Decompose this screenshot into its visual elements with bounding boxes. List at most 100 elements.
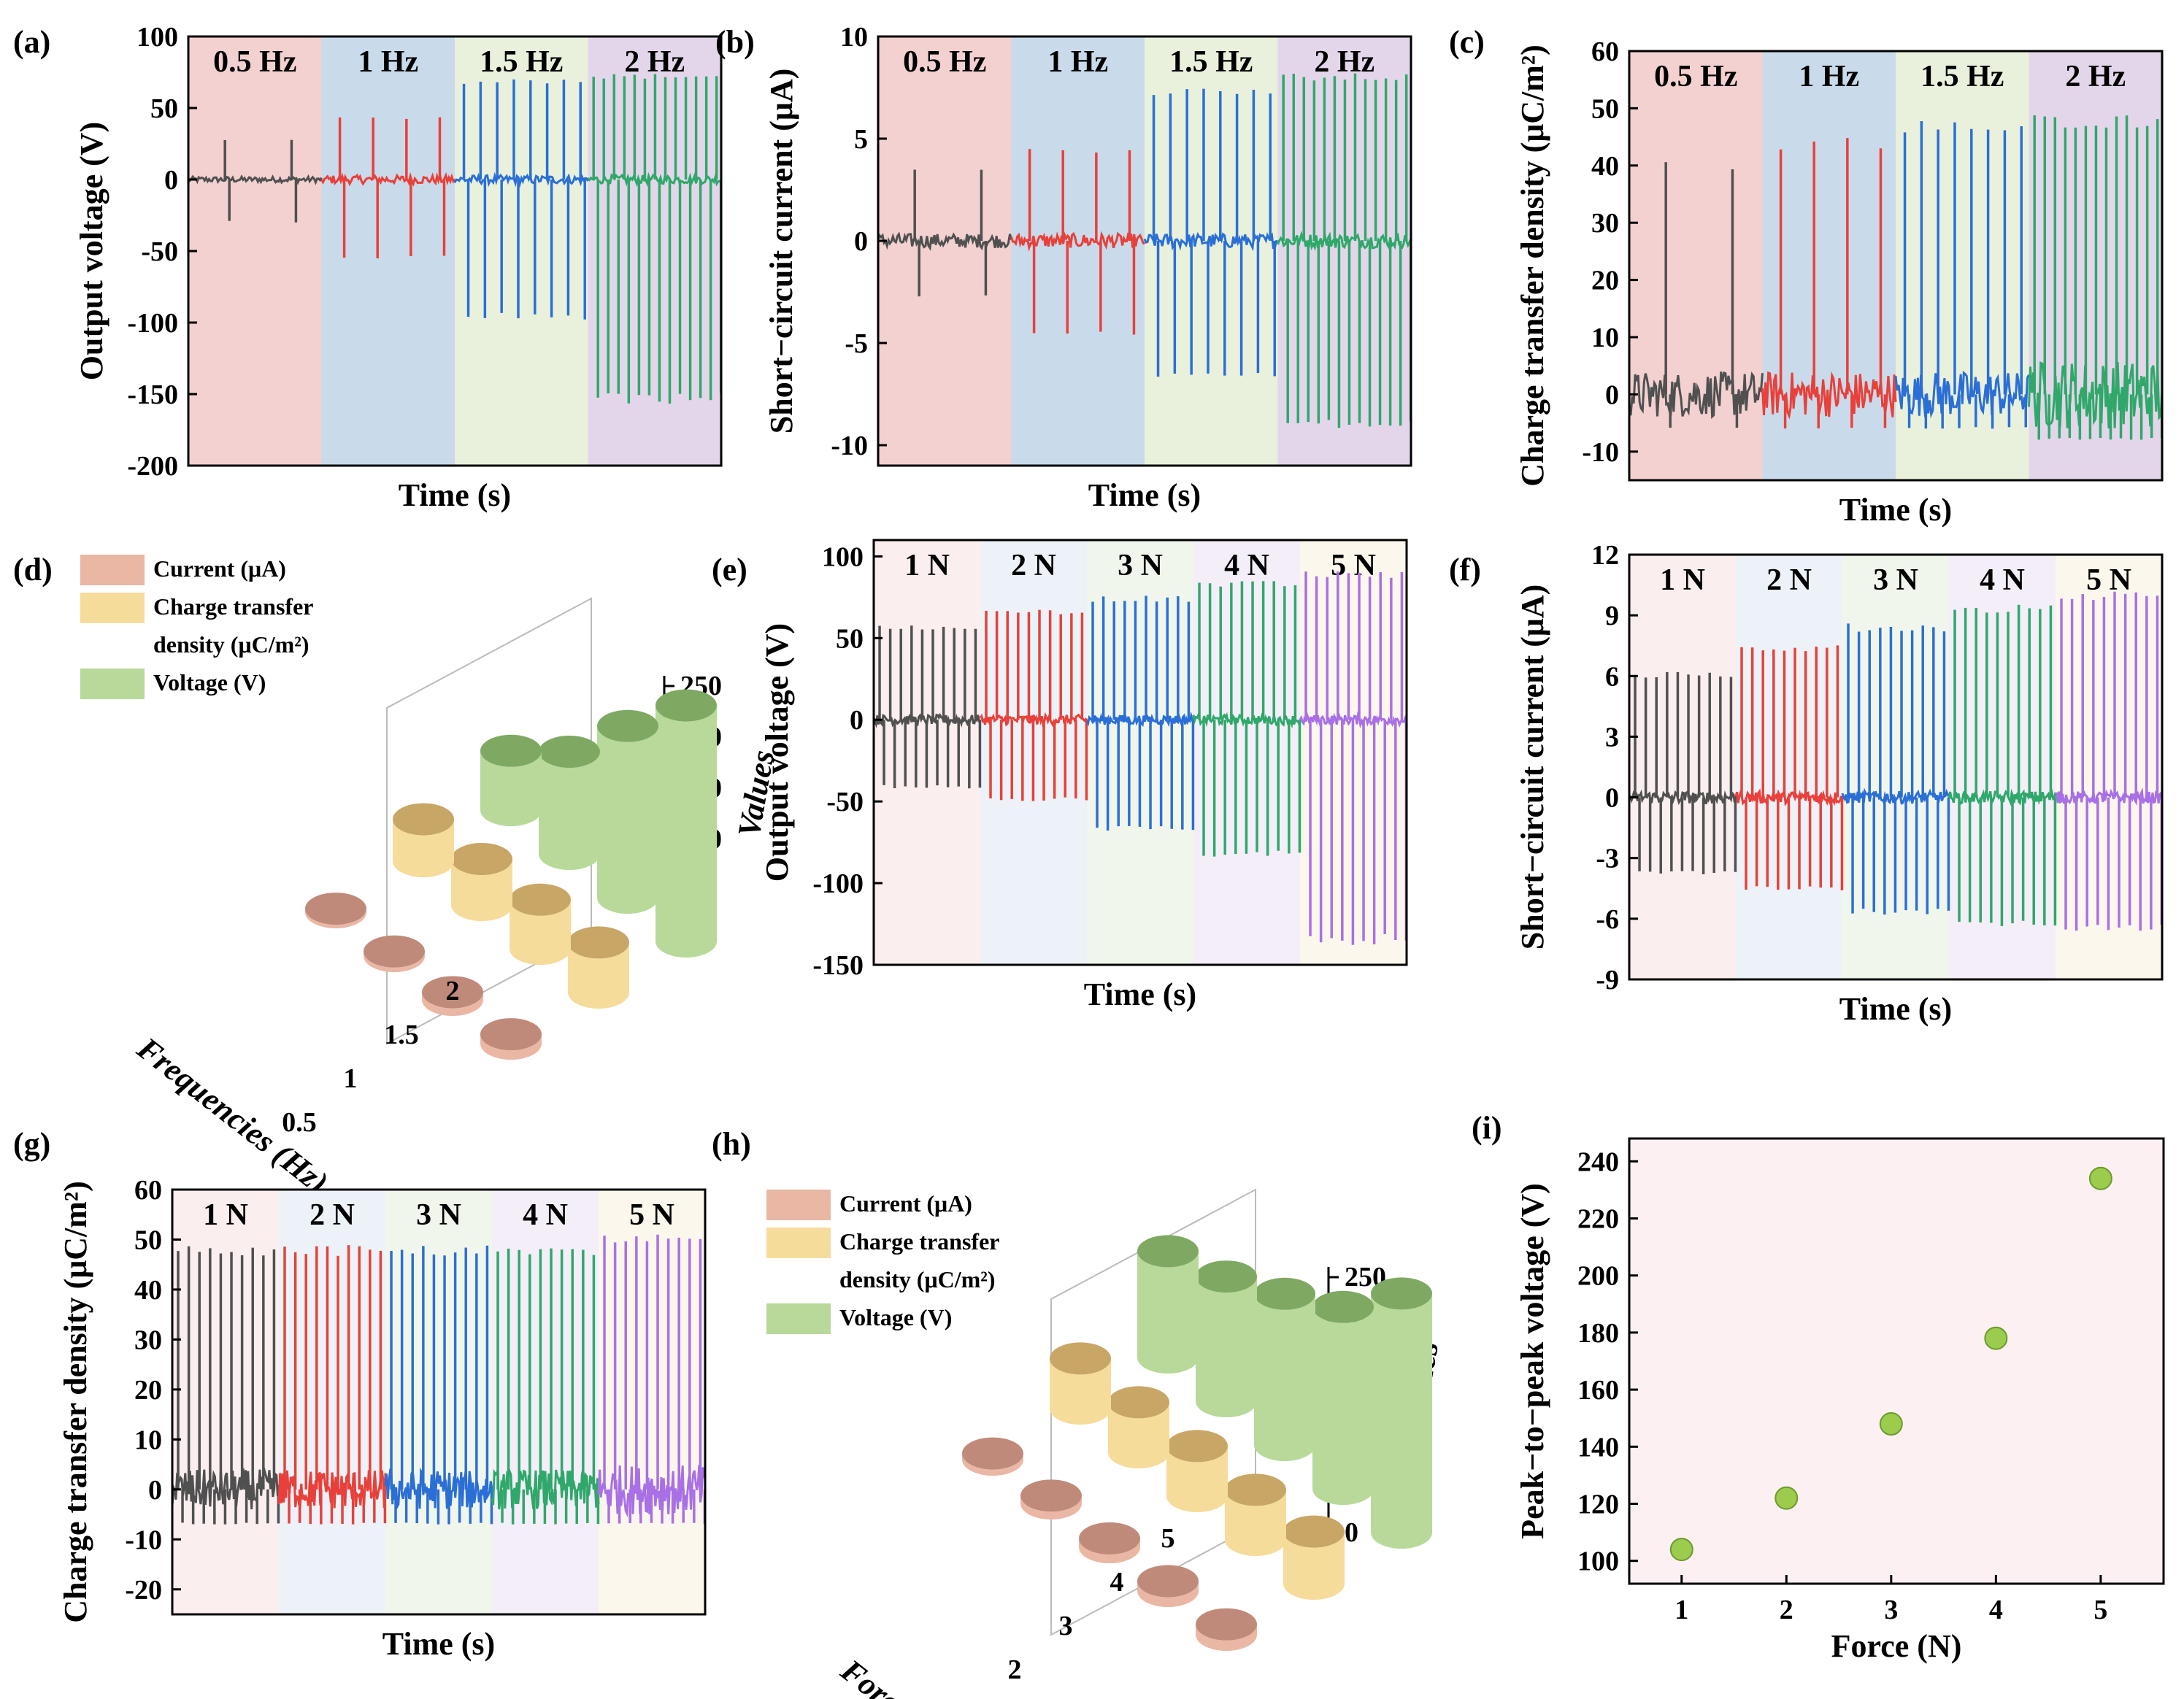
y-tick-label: 0 <box>148 1475 162 1506</box>
y-tick-label: 50 <box>134 1225 162 1255</box>
cylinder-top <box>480 1018 542 1051</box>
cylinder-body <box>422 992 483 1016</box>
cylinder-body <box>1050 1358 1111 1425</box>
cylinder-body <box>393 819 454 877</box>
y-tick-label: 60 <box>134 1175 162 1206</box>
y-tick-label: 50 <box>1591 93 1619 124</box>
legend-swatch <box>80 555 145 585</box>
baseline-signal <box>277 1470 387 1510</box>
legend-swatch <box>766 1228 831 1258</box>
legend-text: density (μC/m²) <box>153 631 309 658</box>
legend-text: density (μC/m²) <box>839 1266 996 1292</box>
cylinder-body <box>539 752 600 870</box>
x-axis-title: Time (s) <box>399 477 511 513</box>
cylinder-top <box>568 926 629 959</box>
legend-text: Current (μA) <box>839 1190 972 1217</box>
band-label: 0.5 Hz <box>213 45 296 79</box>
y-tick-label: -150 <box>127 380 178 410</box>
y-tick-label: -10 <box>831 431 868 461</box>
scatter-point <box>1984 1326 2008 1350</box>
cylinder-top <box>655 689 717 722</box>
panel-label: (b) <box>715 24 755 60</box>
y-tick-label: -5 <box>845 328 868 359</box>
y-axis-title: Charge transfer density (μC/m²) <box>1515 45 1550 487</box>
x-tick-label: 4 <box>1989 1595 2003 1625</box>
plot-frame <box>877 35 1412 467</box>
y-tick-label: 12 <box>1591 540 1619 571</box>
y-axis-title: Short−circuit current (μA) <box>764 69 799 434</box>
cylinder-body <box>1079 1538 1140 1563</box>
y-tick-label: 100 <box>822 542 864 572</box>
band-label: 1.5 Hz <box>1169 45 1253 79</box>
panel-a: 0.5 Hz 1 Hz 1.5 Hz 2 Hz 100 50 0 -50 -100 -150 -20… <box>13 22 723 513</box>
cylinder-top <box>1079 1522 1140 1554</box>
y-axis-title: Peak−to−peak voltage (V) <box>1515 1183 1550 1539</box>
cylinder-body <box>1137 1581 1199 1607</box>
baseline-signal <box>1143 231 1278 252</box>
y-tick-label: 0 <box>164 165 178 196</box>
y-tick-label: -3 <box>1596 844 1619 874</box>
x-axis-title: Time (s) <box>1839 991 1952 1027</box>
cylinder-top <box>1196 1260 1257 1293</box>
cylinder-body <box>305 909 366 928</box>
x-tick-label: 5 <box>2093 1595 2107 1625</box>
category-tick-label: 2 <box>1008 1654 1022 1685</box>
y-tick-label: -20 <box>125 1575 162 1606</box>
band-label: 2 N <box>1011 549 1056 582</box>
y-tick-label: 120 <box>1577 1490 1619 1520</box>
band-label: 1 Hz <box>1799 60 1859 93</box>
category-tick-label: 0.5 <box>282 1107 317 1138</box>
band-background <box>455 36 588 466</box>
band-background <box>1629 51 1763 480</box>
category-tick-label: 5 <box>1161 1523 1175 1554</box>
z-tick-label: 0 <box>1345 1517 1358 1548</box>
cylinder-body <box>1137 1251 1199 1374</box>
band-background <box>1145 36 1278 466</box>
y-tick-label: 40 <box>1591 151 1619 182</box>
y-tick-label: 30 <box>134 1325 162 1355</box>
band-label: 0.5 Hz <box>1654 60 1737 93</box>
cylinder-top <box>480 734 542 767</box>
scatter-point <box>1669 1538 1693 1562</box>
y-tick-label: 0 <box>854 226 868 257</box>
cylinder-body <box>364 951 425 972</box>
panel-label: (i) <box>1472 1110 1502 1146</box>
scatter-point <box>1774 1486 1799 1510</box>
y-tick-label: 200 <box>1577 1261 1619 1292</box>
x-axis-title: Time (s) <box>1839 492 1952 528</box>
band-background <box>878 36 1012 466</box>
y-tick-label: 100 <box>136 22 178 53</box>
cylinder-top <box>510 883 571 916</box>
category-axis-title: Force (N) <box>834 1652 959 1699</box>
band-label: 1 N <box>203 1198 248 1232</box>
cylinder-top <box>305 893 366 925</box>
panel-d: Current (μA) Charge transfer density (μC/m… <box>13 552 781 1201</box>
band-label: 4 N <box>1980 563 2025 597</box>
legend-text: Voltage (V) <box>153 669 266 696</box>
band-background <box>1896 51 2029 480</box>
y-tick-label: -100 <box>127 308 178 339</box>
band-label: 0.5 Hz <box>903 45 986 79</box>
cylinder-top <box>1196 1608 1257 1641</box>
y-tick-label: 6 <box>1605 661 1619 692</box>
cylinder-body <box>451 859 512 921</box>
x-tick-label: 2 <box>1780 1595 1793 1625</box>
cylinder-top <box>1371 1277 1432 1310</box>
cylinder-body <box>1196 1276 1257 1417</box>
panel-label: (f) <box>1449 552 1481 587</box>
cylinder-top <box>1225 1473 1286 1506</box>
x-tick-label: 1 <box>1674 1595 1688 1625</box>
legend-text: Voltage (V) <box>839 1304 952 1330</box>
cylinder-top <box>597 709 658 742</box>
cylinder-body <box>962 1453 1023 1476</box>
y-tick-label: 240 <box>1577 1147 1619 1177</box>
grid-wall <box>386 597 592 1045</box>
panel-c: 0.5 Hz 1 Hz 1.5 Hz 2 Hz 60 50 40 30 20 10 0 -10 Time… <box>1449 24 2164 528</box>
y-tick-label: 10 <box>1591 323 1619 353</box>
cylinder-body <box>597 725 658 914</box>
panel-label: (h) <box>712 1126 751 1162</box>
y-tick-label: 3 <box>1605 722 1619 752</box>
y-tick-label: 20 <box>1591 266 1619 296</box>
cylinder-body <box>480 1034 542 1060</box>
cylinder-body <box>510 899 571 965</box>
